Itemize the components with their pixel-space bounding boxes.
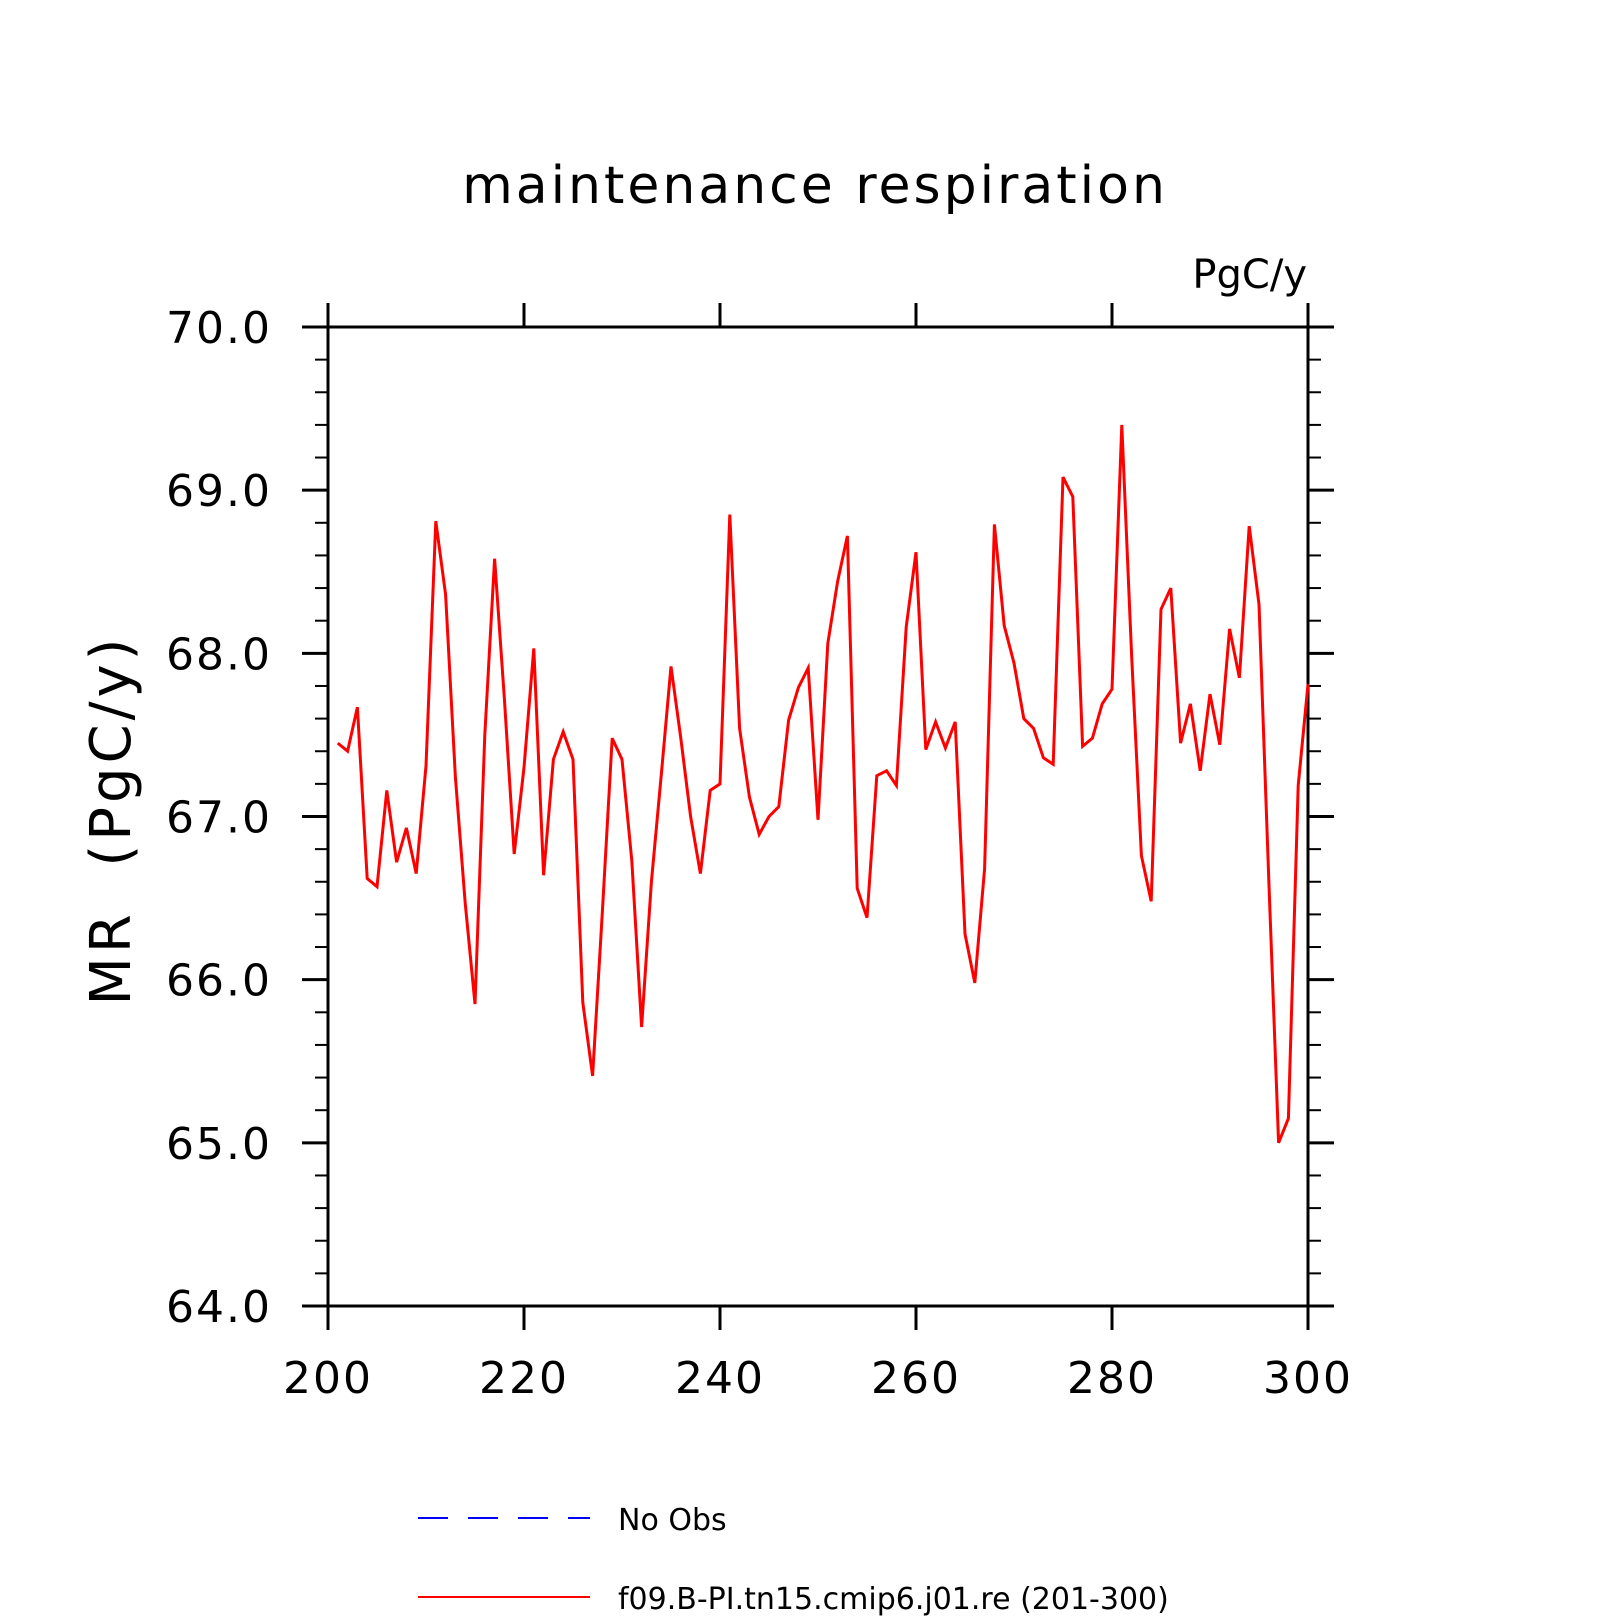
legend-label-model: f09.B-PI.tn15.cmip6.j01.re (201-300) xyxy=(618,1582,1169,1617)
y-tick-label: 70.0 xyxy=(166,303,272,354)
y-tick-label: 68.0 xyxy=(166,629,272,680)
series-group xyxy=(336,424,1310,1144)
y-tick-label: 66.0 xyxy=(166,956,272,1007)
chart-title: maintenance respiration xyxy=(462,156,1168,216)
x-tick-label: 260 xyxy=(871,1353,961,1404)
x-tick-label: 240 xyxy=(675,1353,765,1404)
tick-labels: 200 220 240 260 280 300 64.0 65.0 66.0 67.0 68.0 69… xyxy=(166,303,1353,1404)
x-tick-label: 200 xyxy=(283,1353,373,1404)
y-tick-label: 65.0 xyxy=(166,1119,272,1170)
legend: No Obs f09.B-PI.tn15.cmip6.j01.re (201-3… xyxy=(418,1503,1169,1617)
x-tick-label: 280 xyxy=(1067,1353,1157,1404)
legend-label-no-obs: No Obs xyxy=(618,1503,727,1538)
units-label: PgC/y xyxy=(1192,252,1307,298)
x-tick-label: 220 xyxy=(479,1353,569,1404)
series-line-1 xyxy=(336,424,1310,1144)
y-tick-label: 67.0 xyxy=(166,793,272,844)
ticks xyxy=(302,303,1334,1330)
y-axis-label: MR (PgC/y) xyxy=(79,635,144,1006)
y-tick-label: 64.0 xyxy=(166,1282,272,1333)
y-tick-label: 69.0 xyxy=(166,466,272,517)
x-tick-label: 300 xyxy=(1263,1353,1353,1404)
